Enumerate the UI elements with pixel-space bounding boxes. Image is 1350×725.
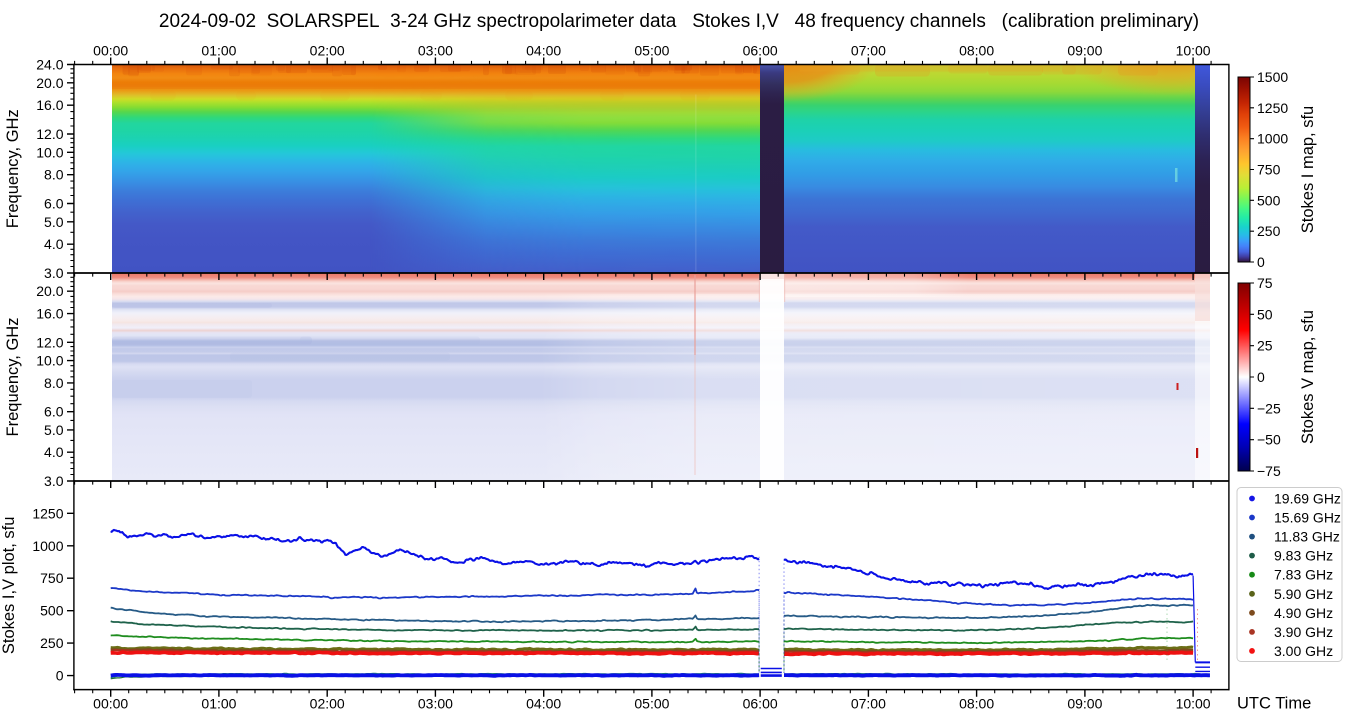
svg-text:0: 0 (1257, 369, 1265, 385)
svg-text:10:00: 10:00 (1176, 43, 1211, 59)
svg-text:5.90 GHz: 5.90 GHz (1274, 586, 1333, 602)
svg-text:19.69 GHz: 19.69 GHz (1274, 491, 1341, 507)
svg-text:10.0: 10.0 (36, 144, 63, 160)
svg-text:06:00: 06:00 (743, 696, 778, 712)
svg-text:750: 750 (1257, 162, 1281, 178)
svg-text:500: 500 (40, 603, 64, 619)
svg-text:750: 750 (40, 570, 64, 586)
svg-text:5.0: 5.0 (44, 214, 64, 230)
svg-text:4.0: 4.0 (44, 444, 64, 460)
svg-text:20.0: 20.0 (36, 75, 63, 91)
svg-text:Stokes I,V plot, sfu: Stokes I,V plot, sfu (0, 517, 18, 655)
svg-text:09:00: 09:00 (1067, 696, 1102, 712)
svg-text:Frequency, GHz: Frequency, GHz (4, 109, 22, 228)
svg-text:−25: −25 (1257, 400, 1281, 416)
svg-text:02:00: 02:00 (310, 696, 345, 712)
svg-text:8.0: 8.0 (44, 375, 64, 391)
svg-text:16.0: 16.0 (36, 97, 63, 113)
svg-text:02:00: 02:00 (310, 43, 345, 59)
svg-text:00:00: 00:00 (93, 696, 128, 712)
svg-text:Stokes V map, sfu: Stokes V map, sfu (1299, 310, 1317, 444)
svg-text:07:00: 07:00 (851, 43, 886, 59)
svg-text:10:00: 10:00 (1176, 696, 1211, 712)
svg-text:50: 50 (1257, 306, 1273, 322)
svg-text:0: 0 (56, 668, 64, 684)
svg-text:7.83 GHz: 7.83 GHz (1274, 567, 1333, 583)
svg-text:15.69 GHz: 15.69 GHz (1274, 510, 1341, 526)
svg-text:6.0: 6.0 (44, 404, 64, 420)
svg-text:12.0: 12.0 (36, 126, 63, 142)
svg-text:03:00: 03:00 (418, 43, 453, 59)
svg-text:1250: 1250 (1257, 100, 1288, 116)
svg-text:250: 250 (1257, 223, 1281, 239)
svg-text:00:00: 00:00 (93, 43, 128, 59)
svg-text:3.00 GHz: 3.00 GHz (1274, 643, 1333, 659)
svg-text:24.0: 24.0 (36, 57, 63, 73)
svg-text:500: 500 (1257, 192, 1281, 208)
svg-text:10.0: 10.0 (36, 353, 63, 369)
svg-text:25: 25 (1257, 338, 1273, 354)
svg-text:9.83 GHz: 9.83 GHz (1274, 548, 1333, 564)
svg-text:04:00: 04:00 (526, 696, 561, 712)
svg-text:75: 75 (1257, 275, 1273, 291)
svg-text:04:00: 04:00 (526, 43, 561, 59)
svg-text:3.0: 3.0 (44, 473, 64, 489)
svg-text:3.90 GHz: 3.90 GHz (1274, 624, 1333, 640)
svg-text:UTC Time: UTC Time (1237, 695, 1311, 713)
svg-text:07:00: 07:00 (851, 696, 886, 712)
svg-text:16.0: 16.0 (36, 306, 63, 322)
svg-text:20.0: 20.0 (36, 283, 63, 299)
svg-text:250: 250 (40, 635, 64, 651)
svg-text:6.0: 6.0 (44, 196, 64, 212)
svg-text:08:00: 08:00 (959, 696, 994, 712)
svg-text:4.0: 4.0 (44, 236, 64, 252)
svg-text:4.90 GHz: 4.90 GHz (1274, 605, 1333, 621)
svg-text:0: 0 (1257, 254, 1265, 270)
svg-text:2024-09-02 SOLARSPEL 3-24 GH: 2024-09-02 SOLARSPEL 3-24 GHz spectropol… (159, 11, 1199, 32)
svg-text:1000: 1000 (1257, 131, 1288, 147)
svg-text:5.0: 5.0 (44, 422, 64, 438)
svg-text:01:00: 01:00 (201, 43, 236, 59)
svg-text:11.83 GHz: 11.83 GHz (1274, 529, 1340, 545)
svg-text:05:00: 05:00 (634, 43, 669, 59)
svg-text:Stokes I map, sfu: Stokes I map, sfu (1299, 106, 1317, 233)
svg-text:06:00: 06:00 (743, 43, 778, 59)
svg-text:08:00: 08:00 (959, 43, 994, 59)
svg-text:−75: −75 (1257, 463, 1281, 479)
svg-text:1500: 1500 (1257, 69, 1288, 85)
svg-text:1250: 1250 (32, 505, 63, 521)
svg-text:1000: 1000 (32, 538, 63, 554)
svg-text:09:00: 09:00 (1067, 43, 1102, 59)
svg-text:12.0: 12.0 (36, 334, 63, 350)
svg-text:8.0: 8.0 (44, 167, 64, 183)
svg-text:03:00: 03:00 (418, 696, 453, 712)
svg-text:05:00: 05:00 (634, 696, 669, 712)
svg-text:Frequency, GHz: Frequency, GHz (4, 318, 22, 437)
svg-text:01:00: 01:00 (201, 696, 236, 712)
svg-text:−50: −50 (1257, 432, 1281, 448)
svg-text:3.0: 3.0 (44, 265, 64, 281)
